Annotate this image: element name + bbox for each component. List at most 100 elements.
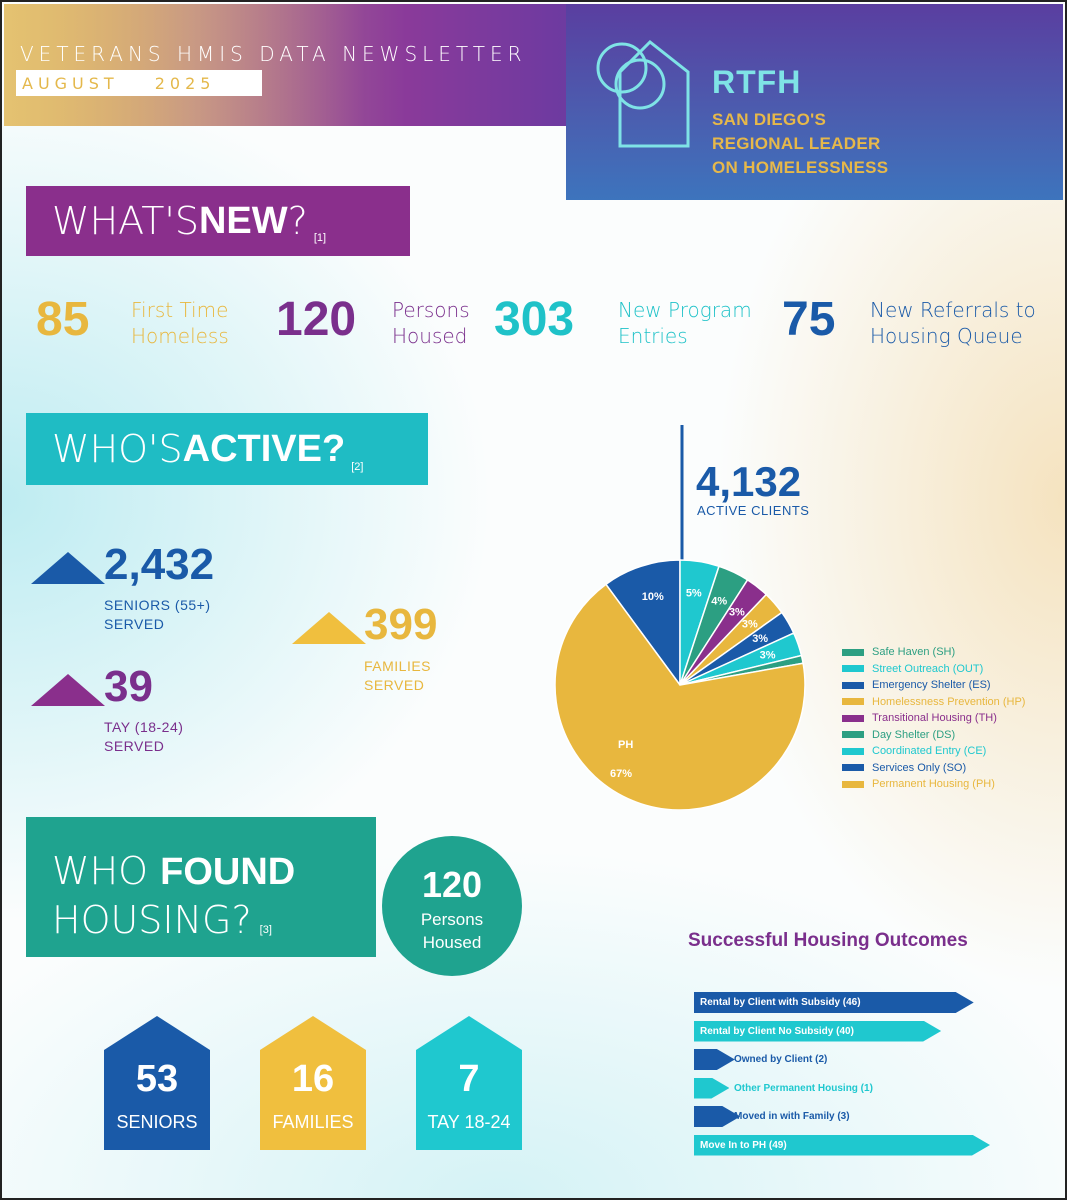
stat-label-line: Homeless [131, 324, 229, 348]
title-light: WHAT'S [52, 199, 199, 243]
header-fade [4, 4, 364, 126]
legend-label: Transitional Housing (TH) [872, 712, 997, 725]
seniors-served-value: 2,432 [104, 540, 215, 589]
outcome-arrow-bar [694, 992, 974, 1013]
stat-persons-housed-value: 120 [276, 293, 357, 346]
legend-label: Services Only (SO) [872, 761, 967, 774]
legend-swatch [842, 764, 864, 772]
label-line: SENIORS (55+) [104, 597, 211, 613]
stat-label-line: New Program [618, 298, 752, 322]
outcome-arrow-bar [694, 1049, 735, 1070]
outcome-arrow: Rental by Client with Subsidy (46) [694, 992, 1054, 1013]
legend-swatch [842, 731, 864, 739]
date-year: 2025 [154, 73, 216, 93]
families-served-value: 399 [364, 600, 438, 649]
tagline-line: SAN DIEGO'S [712, 110, 827, 129]
legend-label: Day Shelter (DS) [872, 728, 956, 741]
label-line: FAMILIES [364, 658, 432, 674]
newsletter-title: VETERANS HMIS DATA NEWSLETTER [20, 42, 527, 66]
legend-label: Safe Haven (SH) [872, 646, 956, 659]
outcome-arrow: Owned by Client (2) [694, 1049, 1054, 1070]
legend-item: Day Shelter (DS) [842, 727, 1025, 744]
legend-item: Coordinated Entry (CE) [842, 743, 1025, 760]
date-month: AUGUST [22, 73, 119, 93]
active-clients-label: ACTIVE CLIENTS [697, 503, 810, 518]
stat-label-line: Housed [392, 324, 468, 348]
pie-slice [604, 559, 681, 688]
tagline-line: ON HOMELESSNESS [712, 158, 889, 177]
brand-tagline: SAN DIEGO'S REGIONAL LEADER ON HOMELESSN… [712, 108, 888, 180]
stat-new-referrals-value: 75 [782, 293, 836, 346]
legend-swatch [842, 714, 864, 722]
stat-new-referrals-label: New Referrals to Housing Queue [870, 297, 1036, 349]
stat-label-line: First Time [131, 298, 229, 322]
tagline-line: REGIONAL LEADER [712, 134, 881, 153]
title-light: HOUSING? [52, 898, 252, 942]
legend-item: Services Only (SO) [842, 760, 1025, 777]
legend-swatch [842, 665, 864, 673]
persons-housed-value: 120 [421, 864, 483, 905]
active-clients-value: 4,132 [696, 458, 802, 505]
stat-persons-housed-label: Persons Housed [392, 297, 470, 349]
title-light: WHO'S [52, 427, 183, 471]
house-label: SENIORS [116, 1112, 198, 1132]
house-shape-icon [416, 1016, 522, 1150]
stat-first-time-homeless-value: 85 [36, 293, 90, 346]
legend-label: Coordinated Entry (CE) [872, 745, 987, 758]
label-line: SERVED [364, 677, 425, 693]
house-label: TAY 18-24 [427, 1112, 511, 1132]
outcome-label: Rental by Client with Subsidy (46) [700, 997, 861, 1008]
pie-slice-label: 5% [686, 587, 702, 599]
legend-item: Transitional Housing (TH) [842, 710, 1025, 727]
legend-item: Homelessness Prevention (HP) [842, 694, 1025, 711]
stat-label-line: Persons [392, 298, 470, 322]
legend-label: Homelessness Prevention (HP) [872, 695, 1026, 708]
legend-swatch [842, 681, 864, 689]
tay-served-value: 39 [104, 662, 153, 711]
outcome-arrow-bar [694, 1135, 990, 1156]
outcome-arrow-bar [694, 1078, 729, 1099]
house-value: 16 [291, 1058, 335, 1100]
pie-slice-label: 67% [610, 768, 632, 780]
house-seniors: 53 SENIORS [104, 1016, 210, 1150]
families-served-label: FAMILIES SERVED [364, 657, 431, 695]
label-line: SERVED [104, 738, 165, 754]
pie-slice-label: 3% [729, 606, 745, 618]
whos-active-title: WHO'S ACTIVE? [2] [26, 413, 428, 485]
up-triangle-icon [292, 612, 366, 644]
persons-housed-label-1: Persons [420, 910, 484, 929]
tay-served-label: TAY (18-24) SERVED [104, 718, 183, 756]
pie-slice [554, 583, 806, 810]
outcome-label: Owned by Client (2) [734, 1054, 828, 1065]
stat-label-line: Entries [618, 324, 688, 348]
legend-label: Emergency Shelter (ES) [872, 679, 991, 692]
outcome-arrow: Other Permanent Housing (1) [694, 1078, 1054, 1099]
pie-slice-label: 10% [642, 591, 664, 603]
pie-slice-name-label: PH [618, 739, 633, 751]
footnote-ref: [2] [351, 461, 364, 473]
outcome-label: Rental by Client No Subsidy (40) [700, 1025, 854, 1037]
outcome-label: Move In to PH (49) [700, 1139, 787, 1151]
title-light: WHO [52, 849, 161, 893]
persons-housed-label-2: Housed [422, 933, 482, 952]
outcome-arrow: Move In to PH (49) [694, 1135, 1054, 1156]
house-shape-icon [104, 1016, 210, 1150]
outcome-arrow: Rental by Client No Subsidy (40) [694, 1021, 1054, 1042]
footnote-ref: [3] [259, 924, 272, 936]
legend-item: Permanent Housing (PH) [842, 776, 1025, 793]
pie-legend: Safe Haven (SH) Street Outreach (OUT) Emer… [842, 644, 1025, 793]
brand-name: RTFH [712, 64, 802, 100]
house-shape-icon [260, 1016, 366, 1150]
house-families: 16 FAMILIES [260, 1016, 366, 1150]
outcome-label: Moved in with Family (3) [734, 1111, 850, 1122]
persons-housed-circle: 120 Persons Housed [382, 836, 522, 976]
title-bold: NEW [198, 199, 288, 242]
house-value: 53 [135, 1058, 179, 1100]
stat-first-time-homeless-label: First Time Homeless [131, 297, 229, 349]
house-tay: 7 TAY 18-24 [416, 1016, 522, 1150]
legend-label: Street Outreach (OUT) [872, 662, 984, 675]
up-triangle-icon [31, 552, 105, 584]
legend-swatch [842, 780, 864, 788]
title-line-2: HOUSING? [3] [52, 896, 376, 954]
